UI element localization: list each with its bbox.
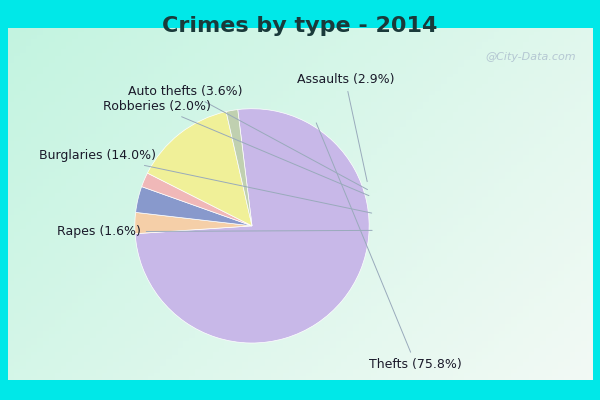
Text: Crimes by type - 2014: Crimes by type - 2014: [163, 16, 437, 36]
Wedge shape: [148, 112, 252, 226]
Wedge shape: [135, 109, 369, 343]
Text: Rapes (1.6%): Rapes (1.6%): [57, 225, 372, 238]
Text: Thefts (75.8%): Thefts (75.8%): [316, 123, 462, 370]
Text: Burglaries (14.0%): Burglaries (14.0%): [39, 149, 371, 213]
Wedge shape: [136, 187, 252, 226]
Text: @City-Data.com: @City-Data.com: [485, 52, 576, 62]
Text: Assaults (2.9%): Assaults (2.9%): [296, 73, 394, 182]
Wedge shape: [135, 212, 252, 234]
Text: Auto thefts (3.6%): Auto thefts (3.6%): [128, 85, 367, 190]
Text: Robberies (2.0%): Robberies (2.0%): [103, 100, 369, 196]
Wedge shape: [142, 173, 252, 226]
Wedge shape: [226, 110, 252, 226]
